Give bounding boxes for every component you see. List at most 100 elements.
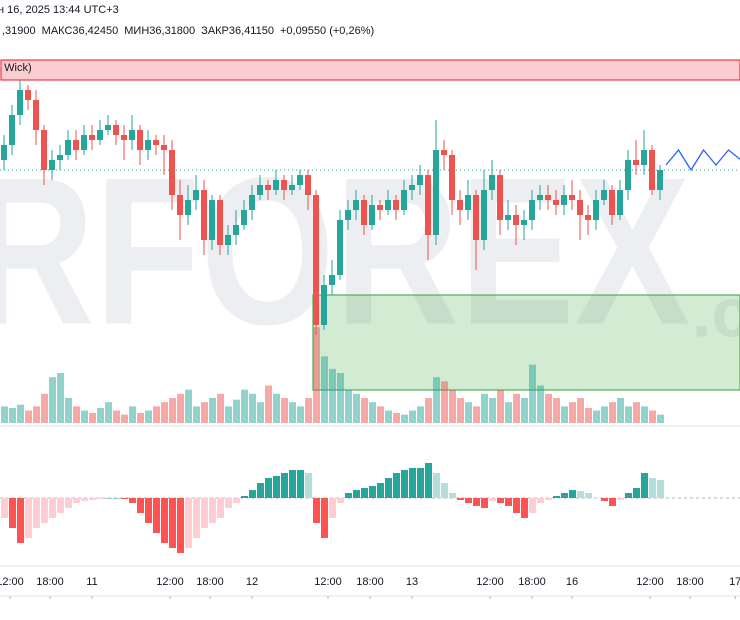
x-tick-label: 16: [566, 576, 578, 588]
candle-body: [281, 180, 287, 190]
histogram-bar: [49, 498, 56, 518]
histogram-bar: [441, 483, 448, 498]
volume-bar: [465, 402, 472, 423]
histogram-bar: [89, 498, 96, 500]
candle-body: [545, 195, 551, 200]
histogram-bar: [625, 493, 632, 498]
volume-bar: [497, 389, 504, 423]
volume-bar: [361, 398, 368, 423]
histogram-bar: [185, 498, 192, 548]
candle-body: [57, 155, 63, 160]
histogram-bar: [73, 498, 80, 503]
candle-body: [137, 130, 143, 150]
candle-body: [265, 185, 271, 190]
volume-bar: [617, 398, 624, 423]
histogram-bar: [521, 498, 528, 518]
histogram-bar: [537, 498, 544, 503]
volume-bar: [217, 393, 224, 423]
candle-body: [625, 160, 631, 190]
histogram-bar: [449, 493, 456, 498]
volume-bar: [1, 406, 8, 423]
volume-bar: [73, 406, 80, 423]
candle-body: [649, 150, 655, 190]
candle-body: [553, 200, 559, 205]
volume-bar: [593, 410, 600, 423]
histogram-bar: [33, 498, 40, 528]
volume-bar: [129, 406, 136, 423]
histogram-bar: [249, 490, 256, 498]
candle-body: [177, 195, 183, 215]
histogram-bar: [553, 496, 560, 498]
candle-body: [409, 185, 415, 190]
histogram-bar: [529, 498, 536, 513]
candle-body: [249, 195, 255, 210]
volume-bar: [601, 406, 608, 423]
volume-bar: [97, 408, 104, 423]
volume-bar: [625, 406, 632, 423]
volume-bar: [185, 389, 192, 423]
candle-body: [537, 195, 543, 200]
volume-bar: [177, 393, 184, 423]
histogram-bar: [353, 490, 360, 498]
histogram-bar: [169, 498, 176, 548]
volume-bar: [553, 398, 560, 423]
plot-layer: [0, 80, 740, 553]
histogram-bar: [281, 473, 288, 498]
histogram-bar: [57, 498, 64, 513]
volume-bar: [49, 377, 56, 423]
volume-bar: [585, 408, 592, 423]
histogram-bar: [329, 498, 336, 518]
volume-bar: [17, 404, 24, 423]
volume-bar: [25, 410, 32, 423]
chart-title: н 16, 2025 13:44 UTC+3: [0, 4, 119, 16]
x-tick-label: 17: [729, 576, 740, 588]
histogram-bar: [241, 496, 248, 498]
volume-bar: [481, 393, 488, 423]
volume-bar: [457, 398, 464, 423]
volume-bar: [657, 414, 664, 423]
candle-body: [305, 175, 311, 195]
candle-body: [657, 170, 663, 190]
candle-body: [569, 195, 575, 200]
candle-body: [465, 195, 471, 210]
histogram-bar: [337, 498, 344, 503]
candle-body: [185, 200, 191, 215]
candle-body: [81, 135, 87, 150]
histogram-bar: [425, 463, 432, 498]
ohlc-info: МАКС36,42450: [42, 25, 119, 37]
candle-body: [33, 100, 39, 130]
candle-body: [561, 195, 567, 205]
histogram-bar: [177, 498, 184, 553]
x-tick-label: 12:00: [156, 576, 184, 588]
histogram-bar: [217, 498, 224, 518]
candle-body: [593, 200, 599, 220]
volume-bar: [41, 393, 48, 423]
volume-bar: [609, 402, 616, 423]
candle-body: [201, 190, 207, 240]
candle-body: [577, 200, 583, 215]
ohlc-info: ,31900: [2, 25, 36, 37]
histogram-bar: [473, 498, 480, 506]
candle-body: [105, 125, 111, 130]
volume-bar: [89, 413, 96, 423]
volume-bar: [209, 398, 216, 423]
histogram-bar: [505, 498, 512, 506]
x-tick-label: 12:00: [0, 576, 24, 588]
volume-bar: [353, 393, 360, 423]
candle-body: [65, 140, 71, 155]
volume-bar: [65, 398, 72, 423]
candle-body: [113, 125, 119, 135]
histogram-bar: [121, 498, 128, 499]
histogram-bar: [593, 498, 600, 499]
histogram-bar: [9, 498, 16, 528]
candle-body: [89, 135, 95, 140]
candle-body: [633, 160, 639, 165]
histogram-bar: [585, 493, 592, 498]
volume-bar: [241, 389, 248, 423]
x-tick-label: 12:00: [636, 576, 664, 588]
x-tick-label: 12: [246, 576, 258, 588]
candle-body: [25, 90, 31, 100]
histogram-bar: [65, 498, 72, 508]
ohlc-info: ЗАКР36,41150: [201, 25, 274, 37]
candle-body: [337, 220, 343, 275]
